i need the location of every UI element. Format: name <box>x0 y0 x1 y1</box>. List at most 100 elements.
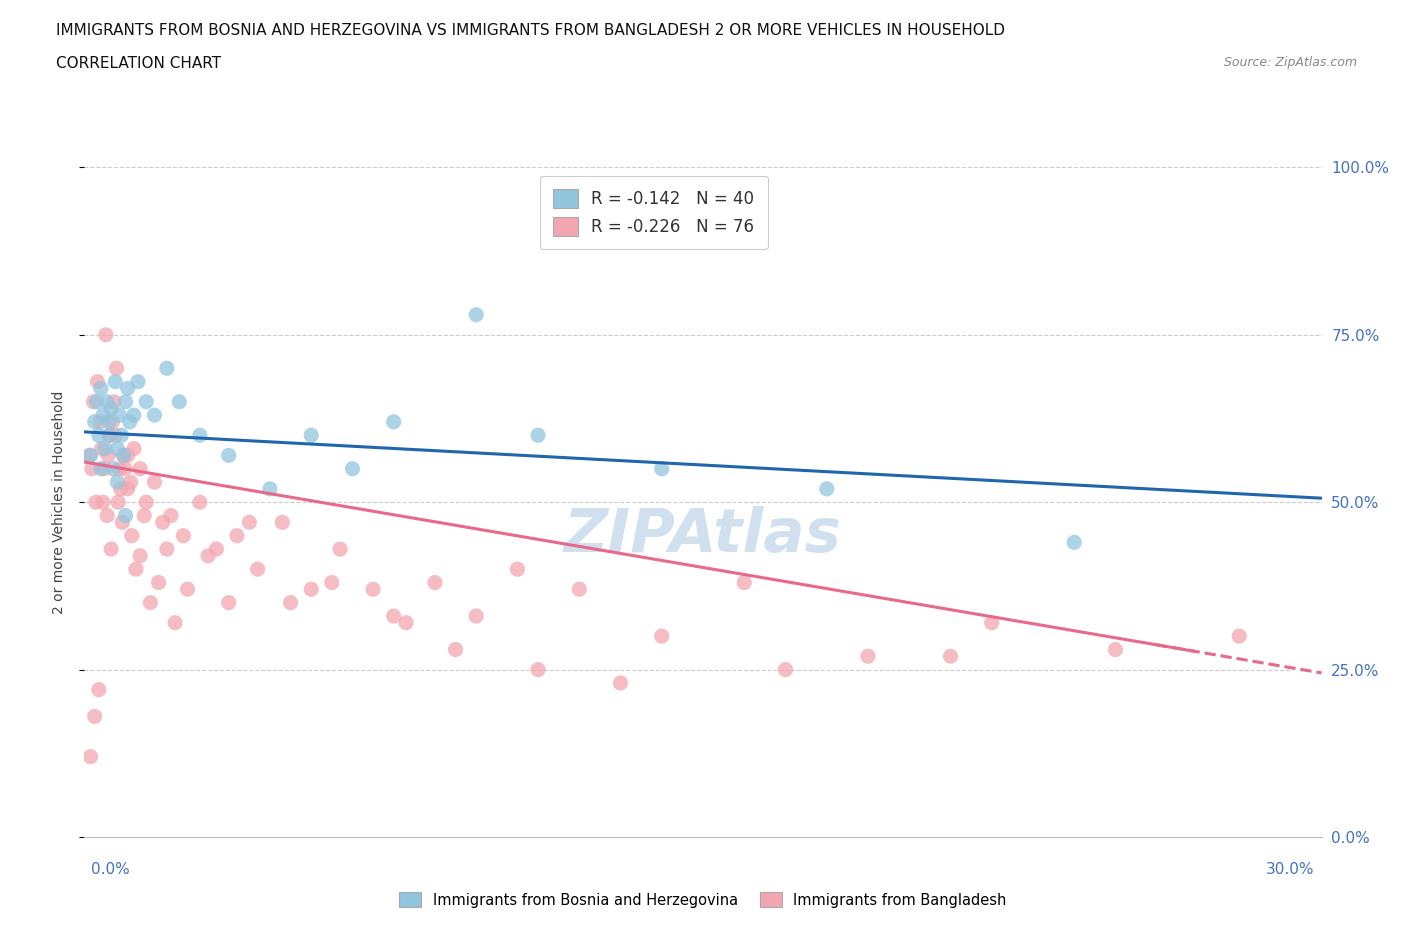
Point <box>108 407 131 422</box>
Point <box>135 495 157 510</box>
Point <box>117 381 139 396</box>
Point <box>651 629 673 644</box>
Point <box>114 508 136 523</box>
Point <box>79 750 101 764</box>
Point <box>83 415 105 430</box>
Point <box>651 461 673 476</box>
Point <box>98 428 121 443</box>
Point <box>148 575 170 590</box>
Legend: R = -0.142   N = 40, R = -0.226   N = 76: R = -0.142 N = 40, R = -0.226 N = 76 <box>540 176 768 249</box>
Point <box>165 616 187 631</box>
Point <box>733 575 755 590</box>
Point <box>105 361 128 376</box>
Point <box>342 461 364 476</box>
Point <box>568 582 591 597</box>
Point <box>167 394 190 409</box>
Point <box>176 582 198 597</box>
Point <box>1104 642 1126 657</box>
Point <box>939 649 962 664</box>
Point <box>361 582 384 597</box>
Point <box>86 394 108 409</box>
Point <box>79 448 101 463</box>
Point <box>127 374 149 389</box>
Point <box>117 448 139 463</box>
Point <box>121 528 143 543</box>
Point <box>110 482 132 497</box>
Point <box>90 381 112 396</box>
Point <box>114 394 136 409</box>
Point <box>94 327 117 342</box>
Point <box>112 448 135 463</box>
Point <box>94 441 117 456</box>
Point <box>129 461 152 476</box>
Point <box>117 482 139 497</box>
Point <box>188 495 211 510</box>
Text: 0.0%: 0.0% <box>91 862 131 877</box>
Point <box>139 595 162 610</box>
Point <box>108 461 131 476</box>
Point <box>87 428 110 443</box>
Point <box>444 642 467 657</box>
Point <box>118 415 141 430</box>
Point <box>134 508 156 523</box>
Point <box>98 428 121 443</box>
Point <box>103 461 125 476</box>
Point <box>105 474 128 489</box>
Point <box>382 415 405 430</box>
Point <box>197 549 219 564</box>
Point <box>156 541 179 556</box>
Point <box>90 461 112 476</box>
Point <box>93 461 115 476</box>
Point <box>101 415 124 430</box>
Point <box>103 394 125 409</box>
Point <box>527 428 550 443</box>
Point <box>97 448 120 463</box>
Point <box>143 474 166 489</box>
Y-axis label: 2 or more Vehicles in Household: 2 or more Vehicles in Household <box>52 391 66 614</box>
Text: ZIPAtlas: ZIPAtlas <box>564 506 842 565</box>
Point <box>205 541 228 556</box>
Point <box>107 495 129 510</box>
Point <box>218 448 240 463</box>
Point <box>527 662 550 677</box>
Text: IMMIGRANTS FROM BOSNIA AND HERZEGOVINA VS IMMIGRANTS FROM BANGLADESH 2 OR MORE V: IMMIGRANTS FROM BOSNIA AND HERZEGOVINA V… <box>56 23 1005 38</box>
Point <box>143 407 166 422</box>
Point <box>120 474 142 489</box>
Point <box>104 374 127 389</box>
Legend: Immigrants from Bosnia and Herzegovina, Immigrants from Bangladesh: Immigrants from Bosnia and Herzegovina, … <box>394 886 1012 913</box>
Point <box>98 415 121 430</box>
Point <box>96 508 118 523</box>
Point <box>382 608 405 623</box>
Point <box>218 595 240 610</box>
Point <box>104 428 127 443</box>
Point <box>91 495 114 510</box>
Point <box>87 683 110 698</box>
Point <box>238 515 260 530</box>
Point <box>152 515 174 530</box>
Point <box>86 374 108 389</box>
Point <box>89 415 111 430</box>
Point <box>156 361 179 376</box>
Point <box>329 541 352 556</box>
Point <box>299 428 322 443</box>
Point <box>100 401 122 416</box>
Text: CORRELATION CHART: CORRELATION CHART <box>56 56 221 71</box>
Point <box>1227 629 1250 644</box>
Point <box>122 407 145 422</box>
Point <box>980 616 1002 631</box>
Point <box>259 482 281 497</box>
Point <box>80 461 103 476</box>
Point <box>135 394 157 409</box>
Point <box>82 394 104 409</box>
Point <box>79 448 101 463</box>
Point <box>395 616 418 631</box>
Point <box>321 575 343 590</box>
Point <box>188 428 211 443</box>
Point <box>506 562 529 577</box>
Text: 30.0%: 30.0% <box>1267 862 1315 877</box>
Point <box>246 562 269 577</box>
Point <box>299 582 322 597</box>
Point <box>172 528 194 543</box>
Point <box>160 508 183 523</box>
Point <box>83 709 105 724</box>
